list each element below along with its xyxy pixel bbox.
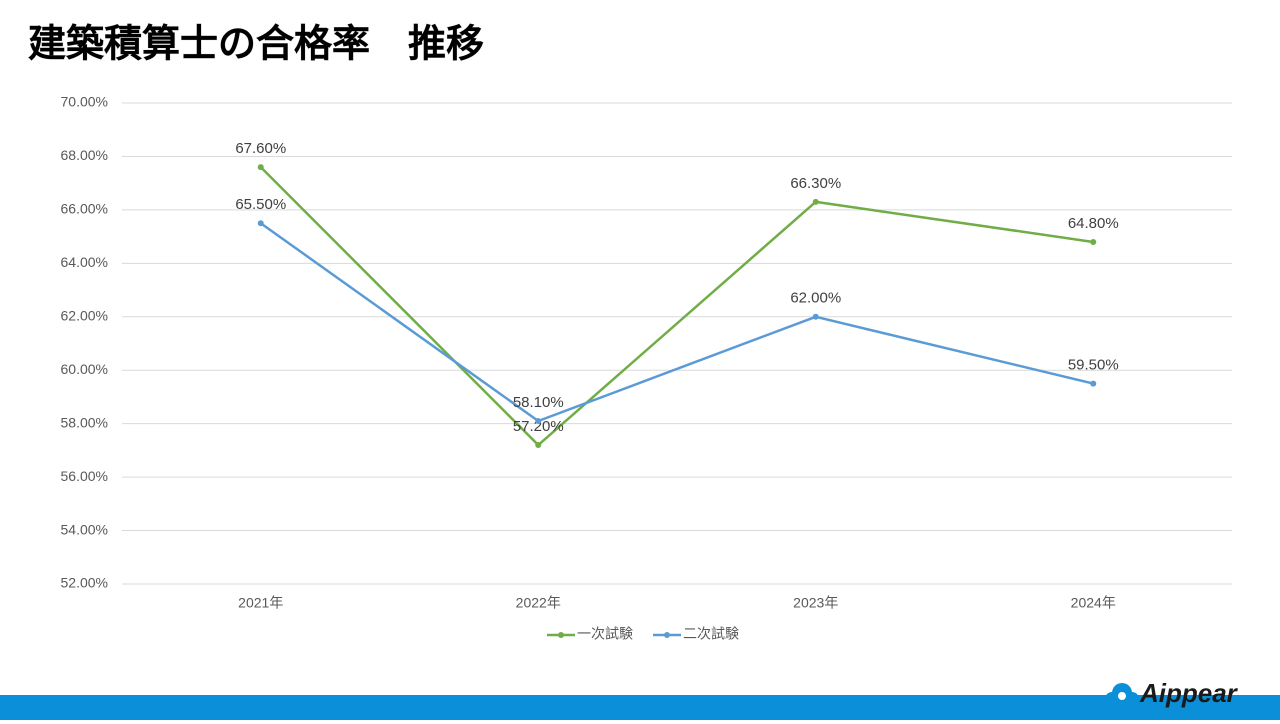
- legend-label: 一次試験: [577, 626, 633, 642]
- y-tick-label: 52.00%: [61, 575, 108, 591]
- data-point: [812, 313, 819, 320]
- x-tick-label: 2024年: [1071, 595, 1116, 611]
- legend-marker: [664, 632, 670, 638]
- y-tick-label: 66.00%: [61, 201, 108, 217]
- data-point: [257, 164, 264, 171]
- data-point: [535, 417, 542, 424]
- x-tick-label: 2021年: [238, 595, 283, 611]
- logo-text: Aippear: [1139, 678, 1239, 708]
- x-tick-label: 2022年: [516, 595, 561, 611]
- y-tick-label: 56.00%: [61, 468, 108, 484]
- y-tick-label: 60.00%: [61, 361, 108, 377]
- logo-icon: [1105, 683, 1139, 706]
- legend-marker: [558, 632, 564, 638]
- data-label: 67.60%: [235, 140, 286, 157]
- y-tick-label: 64.00%: [61, 254, 108, 270]
- data-point: [535, 442, 542, 449]
- footer-bar: [0, 695, 1280, 720]
- y-tick-label: 70.00%: [61, 94, 108, 110]
- y-tick-label: 68.00%: [61, 147, 108, 163]
- y-tick-label: 58.00%: [61, 414, 108, 430]
- y-tick-label: 54.00%: [61, 521, 108, 537]
- series-line: [259, 166, 1094, 447]
- legend-label: 二次試験: [683, 626, 739, 642]
- data-label: 58.10%: [513, 394, 564, 411]
- x-tick-label: 2023年: [793, 595, 838, 611]
- series-line: [260, 222, 1094, 423]
- data-label: 65.50%: [235, 196, 286, 213]
- data-label: 62.00%: [790, 290, 841, 307]
- data-label: 57.20%: [513, 418, 564, 435]
- data-point: [812, 198, 819, 205]
- data-label: 66.30%: [790, 175, 841, 192]
- data-point: [1090, 238, 1097, 245]
- data-label: 64.80%: [1068, 215, 1119, 232]
- y-tick-label: 62.00%: [61, 307, 108, 323]
- data-label: 59.50%: [1068, 357, 1119, 374]
- data-point: [257, 220, 264, 227]
- data-point: [1090, 380, 1097, 387]
- chart-title: 建築積算士の合格率 推移: [28, 22, 484, 66]
